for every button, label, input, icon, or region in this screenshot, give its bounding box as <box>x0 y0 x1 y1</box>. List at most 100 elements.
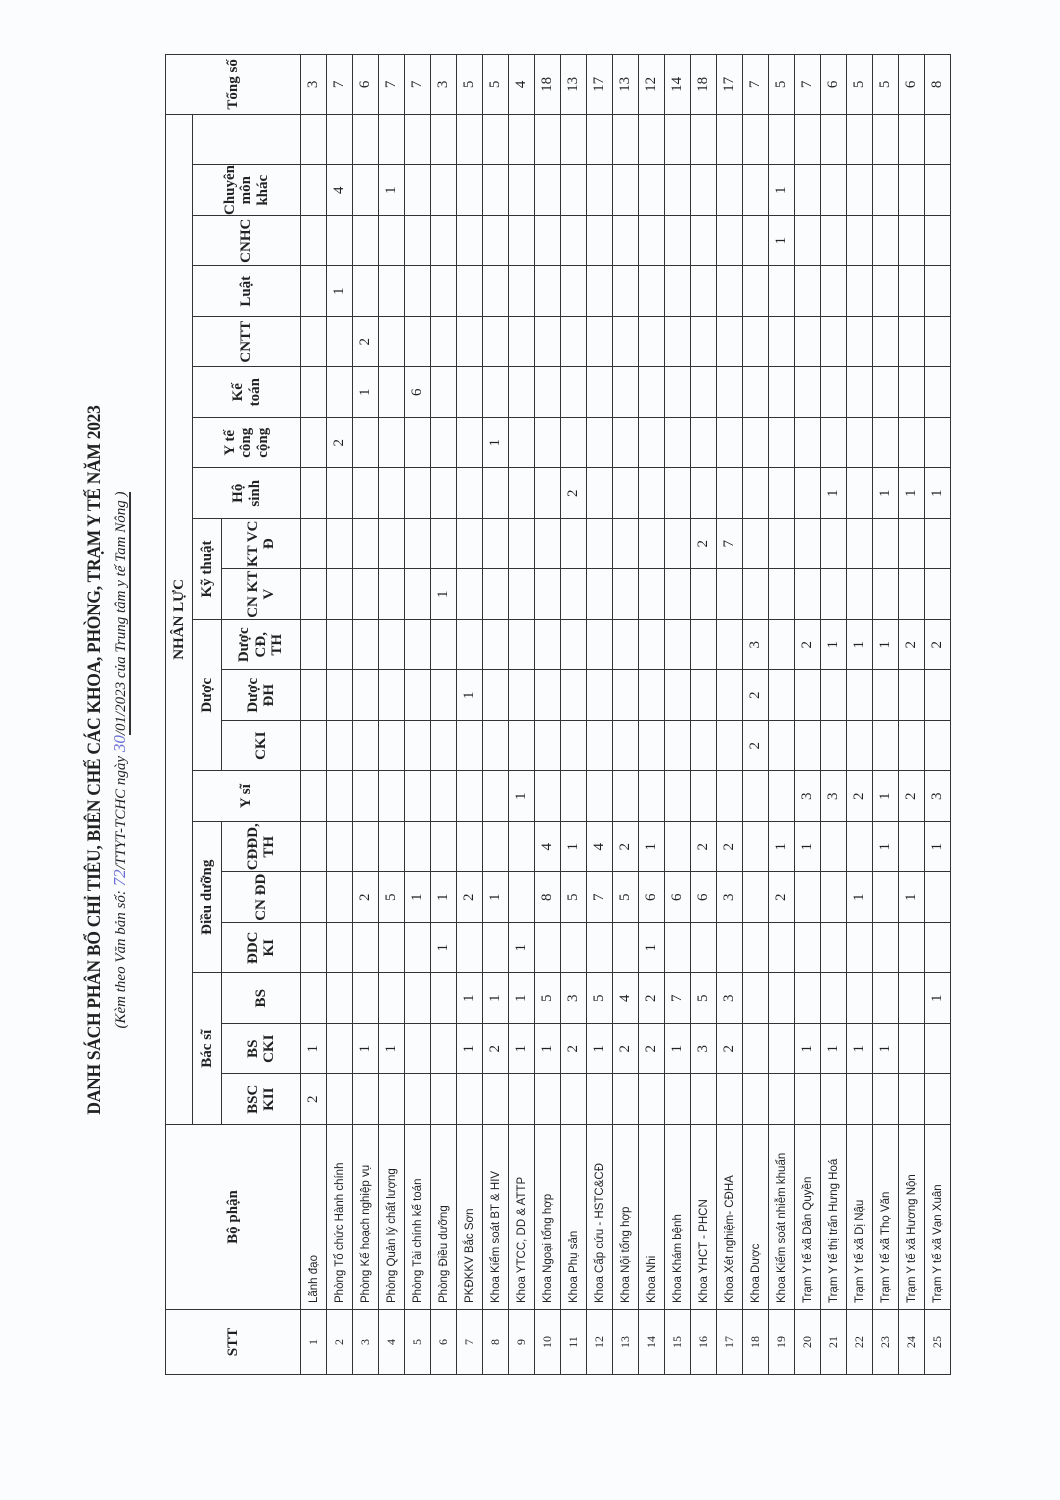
row-value-cell <box>872 215 899 266</box>
row-value-cell <box>326 720 353 771</box>
row-value-cell <box>586 922 613 973</box>
row-value-cell <box>482 367 509 418</box>
row-value-cell: 1 <box>352 1023 379 1074</box>
row-value-cell <box>326 316 353 367</box>
row-value-cell <box>508 114 535 165</box>
row-value-cell <box>508 720 535 771</box>
table-row: 6 Phòng Điều dưỡng 1 1 1 3 <box>430 54 457 1375</box>
row-value-cell <box>508 670 535 721</box>
row-value-cell: 1 <box>794 821 821 872</box>
row-value-cell <box>924 720 951 771</box>
row-value-cell <box>534 1074 561 1125</box>
sub-bscki: BS CKI <box>221 1023 301 1074</box>
row-value-cell <box>326 922 353 973</box>
row-value-cell <box>378 922 405 973</box>
row-value-cell: 3 <box>560 973 587 1024</box>
row-value-cell: 4 <box>612 973 639 1024</box>
row-value-cell <box>742 417 769 468</box>
row-value-cell <box>326 821 353 872</box>
row-value-cell: 3 <box>820 771 847 822</box>
row-value-cell <box>924 316 951 367</box>
row-value-cell <box>794 922 821 973</box>
row-value-cell <box>560 720 587 771</box>
row-value-cell: 7 <box>716 518 743 569</box>
row-value-cell <box>534 518 561 569</box>
row-value-cell <box>924 922 951 973</box>
row-value-cell <box>898 266 925 317</box>
row-value-cell: 1 <box>482 417 509 468</box>
row-value-cell <box>664 417 691 468</box>
row-value-cell <box>716 468 743 519</box>
row-value-cell: 1 <box>768 821 795 872</box>
row-value-cell: 2 <box>612 821 639 872</box>
row-value-cell <box>378 114 405 165</box>
row-department: Trạm Y tế xã Dị Nậu <box>846 1124 873 1310</box>
row-value-cell: 6 <box>690 872 717 923</box>
row-value-cell <box>716 569 743 620</box>
row-value-cell <box>378 720 405 771</box>
row-value-cell <box>846 1074 873 1125</box>
row-value-cell <box>586 670 613 721</box>
row-value-cell <box>872 1074 899 1125</box>
row-value-cell: 2 <box>742 670 769 721</box>
row-stt: 25 <box>924 1309 951 1375</box>
row-value-cell: 1 <box>508 1023 535 1074</box>
row-value-cell <box>352 266 379 317</box>
row-stt: 22 <box>846 1309 873 1375</box>
row-value-cell <box>612 468 639 519</box>
row-value-cell: 1 <box>872 821 899 872</box>
row-value-cell <box>716 165 743 216</box>
table-row: 13 Khoa Nội tổng hợp 2 4 5 2 13 <box>612 54 639 1375</box>
row-value-cell <box>690 670 717 721</box>
row-stt: 15 <box>664 1309 691 1375</box>
row-value-cell <box>534 417 561 468</box>
row-value-cell <box>794 670 821 721</box>
row-total: 6 <box>820 54 847 115</box>
row-value-cell <box>352 670 379 721</box>
table-row: 14 Khoa Nhi 2 2 1 6 1 12 <box>638 54 665 1375</box>
row-value-cell <box>846 215 873 266</box>
row-value-cell <box>664 114 691 165</box>
row-value-cell <box>612 569 639 620</box>
row-value-cell <box>378 619 405 670</box>
row-value-cell <box>326 367 353 418</box>
group-accounting: Kế toán <box>192 367 301 418</box>
row-stt: 14 <box>638 1309 665 1375</box>
row-value-cell <box>664 619 691 670</box>
row-value-cell <box>378 569 405 620</box>
table-row: 25 Trạm Y tế xã Vạn Xuân 1 1 3 2 1 8 <box>924 54 951 1375</box>
row-value-cell <box>352 922 379 973</box>
row-value-cell <box>716 771 743 822</box>
row-value-cell <box>638 165 665 216</box>
row-value-cell <box>508 266 535 317</box>
row-total: 17 <box>716 54 743 115</box>
row-value-cell <box>508 619 535 670</box>
row-value-cell <box>430 1074 457 1125</box>
row-value-cell <box>742 114 769 165</box>
row-value-cell <box>508 417 535 468</box>
row-value-cell <box>664 316 691 367</box>
row-value-cell <box>846 973 873 1024</box>
row-value-cell <box>898 518 925 569</box>
row-value-cell: 1 <box>846 1023 873 1074</box>
row-value-cell <box>690 165 717 216</box>
row-value-cell <box>560 771 587 822</box>
row-value-cell <box>664 720 691 771</box>
row-value-cell <box>560 114 587 165</box>
row-value-cell: 1 <box>430 922 457 973</box>
row-stt: 5 <box>404 1309 431 1375</box>
row-value-cell: 2 <box>898 771 925 822</box>
row-department: Trạm Y tế xã Hương Nộn <box>898 1124 925 1310</box>
row-value-cell: 1 <box>638 821 665 872</box>
row-value-cell <box>378 973 405 1024</box>
row-value-cell <box>534 922 561 973</box>
row-value-cell: 2 <box>690 518 717 569</box>
row-value-cell: 3 <box>794 771 821 822</box>
row-value-cell: 1 <box>326 266 353 317</box>
row-value-cell <box>924 1023 951 1074</box>
row-value-cell: 1 <box>404 872 431 923</box>
row-value-cell <box>872 266 899 317</box>
row-value-cell <box>820 670 847 721</box>
row-department: Khoa Phụ sản <box>560 1124 587 1310</box>
